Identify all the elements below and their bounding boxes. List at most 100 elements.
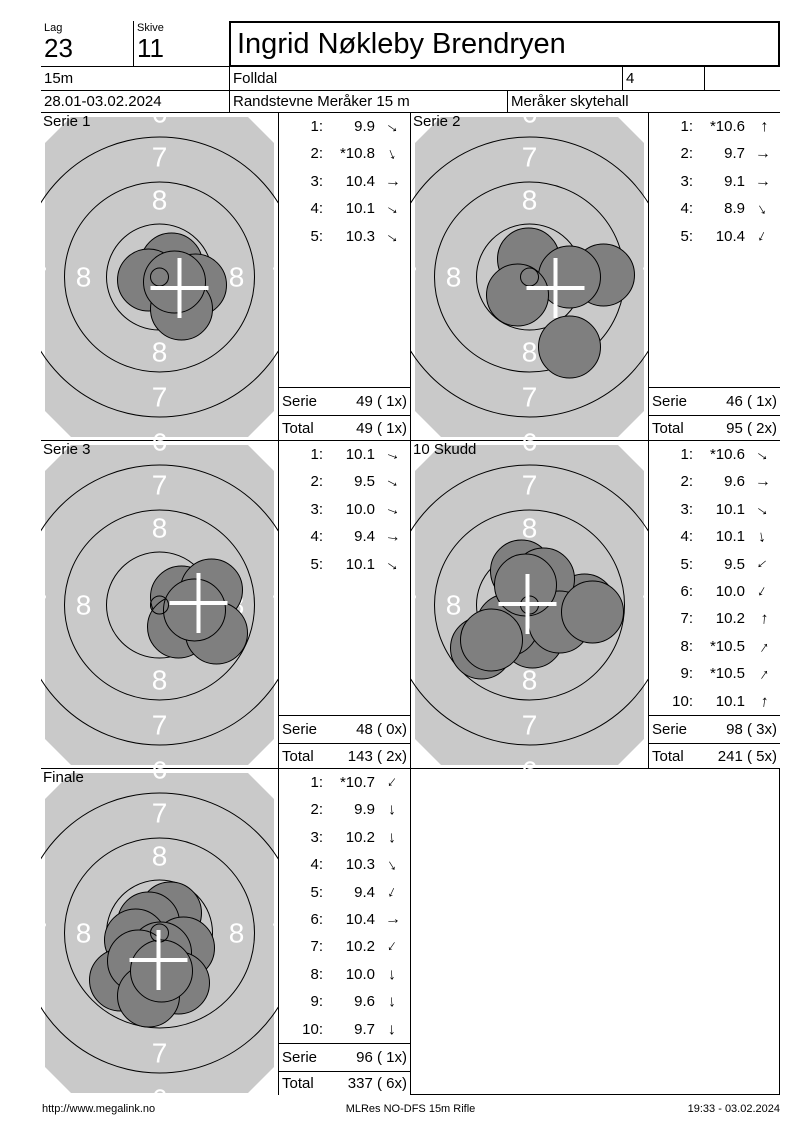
- shot-direction-arrow: →: [750, 635, 774, 658]
- score-column: 1: *10.6 → 2: 9.6 → 3: 10.1 → 4: 10.1 → 5: 9.5 → 6: 10.0…: [648, 441, 780, 768]
- skive-label: Skive: [137, 22, 164, 34]
- serie-score-row: Serie 96 ( 1x): [279, 1043, 410, 1071]
- score-column: 1: 10.1 → 2: 9.5 → 3: 10.0 → 4: 9.4 → 5: 10.1 → Serie 48…: [278, 441, 410, 768]
- shot-direction-arrow: →: [753, 119, 771, 135]
- skive-cell: Skive 11: [134, 21, 230, 67]
- total-label: Total: [282, 747, 314, 765]
- ring-number: 8: [522, 513, 538, 544]
- target-graphic: 6788877876: [389, 426, 670, 787]
- ring-number: 8: [229, 262, 245, 293]
- ring-number: 7: [152, 142, 168, 173]
- shot-number: 6:: [310, 911, 323, 928]
- shot-value: 10.0: [345, 965, 375, 983]
- shot-number: 3:: [680, 500, 693, 518]
- shot-value: 10.1: [345, 200, 375, 218]
- ring-number: 8: [76, 918, 92, 949]
- shot-number: 4:: [680, 200, 693, 218]
- shot-row: 10: 10.1 →: [649, 688, 780, 715]
- lag-cell: Lag 23: [41, 21, 134, 67]
- shot-number: 8:: [310, 965, 323, 983]
- shot-value: 9.7: [724, 145, 745, 163]
- shot-number: 8:: [680, 637, 693, 655]
- shot-row: 2: 9.7 →: [649, 140, 780, 167]
- shot-value: 9.4: [354, 883, 375, 901]
- shot-number: 1:: [310, 446, 323, 463]
- shot-direction-arrow: →: [383, 966, 403, 984]
- ring-number: 8: [446, 590, 462, 621]
- shot-direction-arrow: →: [381, 470, 404, 494]
- skive-value: 11: [137, 33, 164, 63]
- shot-row: 4: 10.1 →: [649, 523, 780, 550]
- shot-direction-arrow: →: [382, 498, 404, 521]
- total-label: Total: [282, 419, 314, 437]
- venue-cell: Meråker skytehall: [508, 91, 780, 113]
- mpi-cross: [526, 258, 585, 318]
- shot-number: 2:: [680, 473, 693, 491]
- shot-number: 5:: [680, 555, 693, 573]
- ring-number: 8: [446, 262, 462, 293]
- target-center-ring: [150, 595, 169, 615]
- shot-direction-arrow: →: [753, 527, 773, 547]
- panel-title: 10 Skudd: [413, 441, 477, 458]
- shot-hole: [486, 263, 549, 327]
- shot-row: 1: *10.6 →: [649, 441, 780, 468]
- shot-value: 9.6: [354, 993, 375, 1011]
- shot-number: 9:: [680, 665, 693, 683]
- ring-number: 6: [522, 441, 538, 457]
- shot-number: 1:: [680, 118, 693, 135]
- shot-value: 10.0: [715, 583, 745, 600]
- shot-direction-arrow: →: [751, 553, 775, 577]
- ring-number: 8: [76, 262, 92, 293]
- shooter-name: Ingrid Nøkleby Brendryen: [229, 21, 780, 67]
- shot-row: 9: 9.6 →: [279, 988, 410, 1015]
- shot-value: 10.3: [345, 227, 375, 245]
- serie-label: Serie: [282, 721, 318, 738]
- mpi-cross: [129, 930, 188, 990]
- ring-number: 8: [152, 185, 168, 216]
- empty-cell: [705, 67, 780, 91]
- mpi-cross: [498, 574, 557, 634]
- shot-number: 1:: [680, 446, 693, 463]
- shot-direction-arrow: →: [754, 473, 771, 491]
- panel-title: Serie 1: [43, 113, 91, 130]
- shot-value: 10.3: [345, 856, 375, 874]
- total-label: Total: [652, 747, 684, 765]
- ring-number: 6: [522, 756, 538, 770]
- ring-number: 7: [152, 470, 168, 501]
- shot-direction-arrow: →: [383, 801, 403, 820]
- ring-number: 7: [152, 710, 168, 741]
- shot-value: 9.9: [354, 801, 375, 819]
- ring-number: 7: [152, 1038, 168, 1069]
- ring-number: 7: [411, 262, 417, 293]
- total-label: Total: [652, 419, 684, 437]
- shot-direction-arrow: →: [752, 610, 772, 629]
- serie-score-value: 98 ( 3x): [726, 721, 777, 738]
- shot-value: 9.5: [724, 555, 745, 573]
- panel-title: Serie 2: [413, 113, 461, 130]
- shot-number: 10:: [302, 1020, 323, 1038]
- footer-report-type: MLRes NO-DFS 15m Rifle: [345, 1103, 476, 1115]
- shot-direction-arrow: →: [751, 443, 775, 467]
- shot-value: *10.6: [709, 118, 745, 135]
- panel-title: Finale: [43, 769, 84, 786]
- ring-number: 8: [76, 590, 92, 621]
- serie-score-value: 46 ( 1x): [726, 393, 777, 410]
- shot-row: 3: 10.0 →: [279, 496, 410, 523]
- shot-number: 2:: [680, 145, 693, 163]
- serie-score-row: Serie 48 ( 0x): [279, 715, 410, 743]
- shot-value: 9.9: [354, 118, 375, 135]
- shot-value: 10.2: [345, 828, 375, 846]
- shot-direction-arrow: →: [382, 443, 404, 466]
- shot-value: *10.8: [339, 145, 375, 163]
- ring-number: 7: [522, 382, 538, 413]
- shot-number: 3:: [310, 172, 323, 190]
- ring-circle: [64, 837, 255, 1029]
- ring-number: 6: [522, 113, 538, 129]
- shot-number: 3:: [680, 172, 693, 190]
- shot-row: 1: 9.9 →: [279, 113, 410, 140]
- ring-number: 8: [522, 185, 538, 216]
- total-label: Total: [282, 1075, 314, 1092]
- shot-row: 4: 10.1 →: [279, 195, 410, 222]
- shot-row: 7: 10.2 →: [279, 933, 410, 960]
